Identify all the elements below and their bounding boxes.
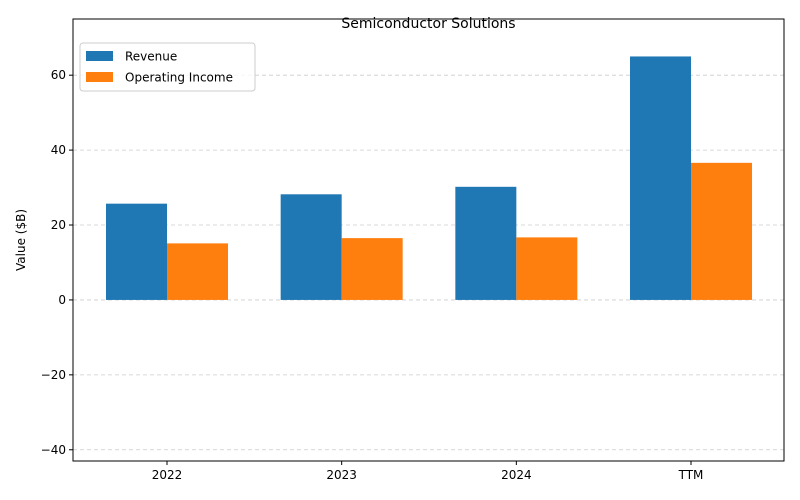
y-tick-label: −40 bbox=[41, 443, 66, 457]
bar-operating-income bbox=[341, 238, 403, 300]
legend-label: Revenue bbox=[125, 50, 177, 64]
y-tick-label: 20 bbox=[51, 218, 66, 232]
bar-revenue bbox=[455, 186, 517, 300]
legend: Revenue Operating Income bbox=[79, 42, 256, 92]
legend-box bbox=[79, 42, 256, 92]
y-tick-label: 60 bbox=[51, 68, 66, 82]
y-axis-label: Value ($B) bbox=[14, 209, 28, 271]
y-tick-label: −20 bbox=[41, 368, 66, 382]
x-tick-label: 2023 bbox=[326, 468, 357, 482]
bar-revenue bbox=[106, 203, 167, 300]
bar-revenue bbox=[280, 194, 342, 300]
plot-frame bbox=[72, 18, 785, 462]
bar-operating-income bbox=[516, 237, 578, 300]
legend-swatch bbox=[86, 72, 113, 82]
x-tick-label: TTM bbox=[678, 468, 704, 482]
legend-swatch bbox=[86, 51, 113, 61]
bar-revenue bbox=[630, 56, 692, 300]
y-tick-label: 40 bbox=[51, 143, 66, 157]
x-axis: 2022 2023 2024 TTM bbox=[152, 461, 704, 482]
bars-layer bbox=[106, 56, 753, 300]
x-tick-label: 2024 bbox=[501, 468, 532, 482]
bar-operating-income bbox=[167, 243, 228, 300]
y-axis: −40 −20 0 20 40 60 bbox=[41, 68, 73, 457]
bar-operating-income bbox=[691, 162, 753, 300]
legend-label: Operating Income bbox=[125, 71, 233, 85]
x-tick-label: 2022 bbox=[152, 468, 183, 482]
y-tick-label: 0 bbox=[58, 293, 66, 307]
chart-title: Semiconductor Solutions bbox=[341, 16, 515, 32]
